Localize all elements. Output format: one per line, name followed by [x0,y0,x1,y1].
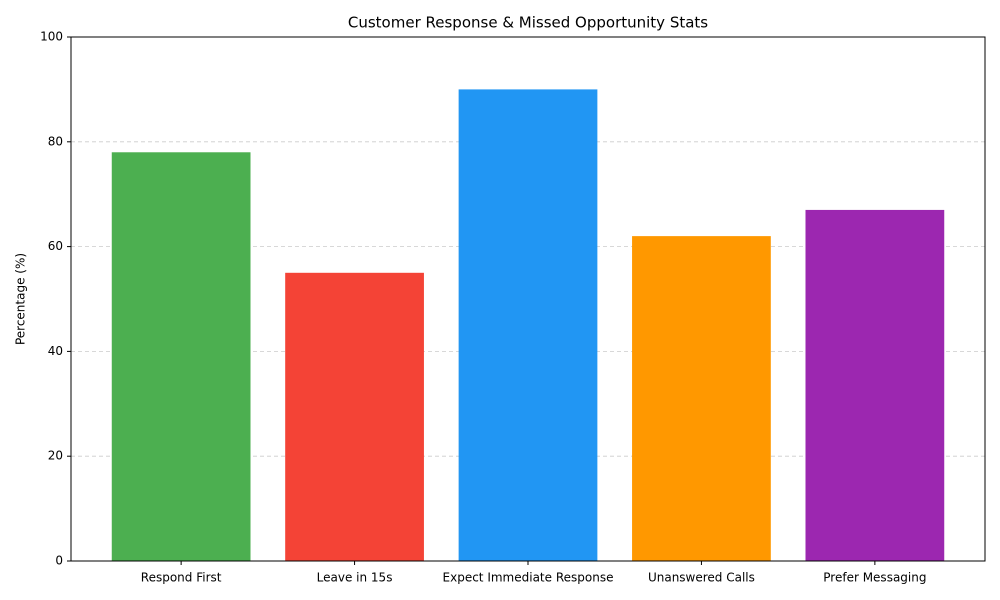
x-tick-label: Prefer Messaging [823,571,926,585]
x-tick-label: Leave in 15s [317,571,393,585]
bar [111,152,251,561]
bar [805,209,945,562]
y-tick-label: 40 [48,344,63,358]
x-tick-label: Unanswered Calls [648,571,755,585]
y-tick-label: 80 [48,134,63,148]
chart-title: Customer Response & Missed Opportunity S… [348,14,708,32]
bar [632,236,771,561]
bar [458,89,598,562]
y-axis-label: Percentage (%) [14,253,28,345]
plot-frame [70,36,986,562]
y-tick-label: 0 [55,554,63,568]
y-tick-label: 20 [48,449,63,463]
y-tick-label: 100 [40,30,63,44]
x-tick-label: Respond First [141,571,222,585]
y-tick-label: 60 [48,239,63,253]
x-tick-label: Expect Immediate Response [443,571,614,585]
bar [285,272,424,561]
